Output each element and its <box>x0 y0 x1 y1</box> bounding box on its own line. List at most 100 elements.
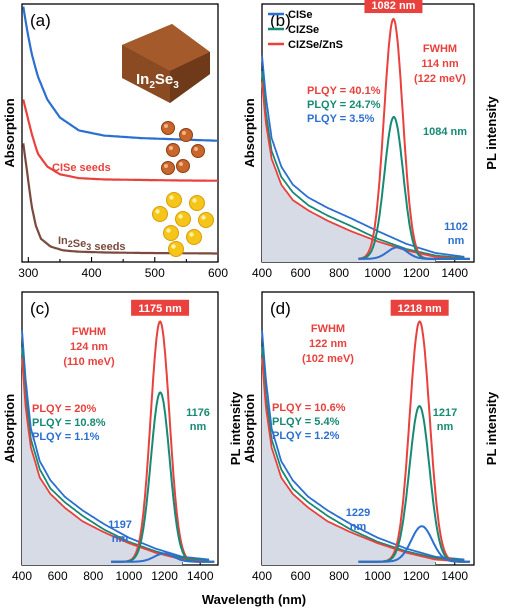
absorption-line <box>261 55 465 258</box>
panel-c: 400 600 800 1000 1200 1400 (c) Absorption PL int… <box>2 291 243 583</box>
pl-peak-line <box>358 405 470 563</box>
absorption-line <box>261 71 465 259</box>
fwhm-label: (102 meV) <box>302 353 354 365</box>
plqy-label: PLQY = 10.6% <box>272 402 346 414</box>
x-tick-label: 1000 <box>364 266 391 280</box>
x-tick-label: 600 <box>48 569 68 583</box>
seed-particle-brown <box>161 121 175 135</box>
seed-particle-yellow <box>189 195 205 211</box>
fwhm-label: FWHM <box>311 323 345 335</box>
seed-particle-brown <box>179 128 193 142</box>
x-tick-label: 1000 <box>116 569 143 583</box>
y-axis-label-left: Absorption <box>242 98 257 167</box>
plqy-label: PLQY = 40.1% <box>307 85 381 97</box>
pl-peak-line <box>358 320 470 563</box>
label-part: Se <box>73 238 86 250</box>
label-part: 2 <box>68 239 73 249</box>
y-axis-label-right: PL intensity <box>484 96 499 170</box>
panel-label: (c) <box>30 299 50 318</box>
peak-wavelength-box <box>364 0 423 14</box>
label-part: seeds <box>91 241 125 253</box>
peak-wavelength-box <box>390 299 449 316</box>
y-axis-label: Absorption <box>2 98 17 167</box>
y-axis-label-right: PL intensity <box>228 391 243 465</box>
seed-particle-yellow <box>175 211 191 227</box>
pl-peak-line <box>358 525 470 563</box>
particle-highlight <box>194 147 198 151</box>
plqy-label: PLQY = 3.5% <box>307 113 375 125</box>
x-tick-label: 600 <box>291 266 311 280</box>
label-part: In <box>136 71 149 88</box>
x-tick-label: 400 <box>252 569 272 583</box>
seed-particle-brown <box>191 144 205 158</box>
absorption-line <box>21 330 210 561</box>
peak-nm-label: nm <box>350 521 367 533</box>
x-tick-label: 1200 <box>403 266 430 280</box>
prism-label: In2Se3 <box>136 71 179 91</box>
x-tick-label: 600 <box>291 569 311 583</box>
seed-particle-brown <box>161 161 175 175</box>
seed-particle-yellow <box>168 241 184 257</box>
x-tick-label: 1400 <box>441 569 468 583</box>
peak-nm-label: nm <box>190 421 207 433</box>
absorption-fill <box>22 357 183 565</box>
x-tick-label: 500 <box>145 266 165 280</box>
pl-peak-line <box>111 552 215 563</box>
particle-highlight <box>182 131 186 135</box>
x-tick-label: 1200 <box>403 569 430 583</box>
x-tick-label: 300 <box>18 266 38 280</box>
peak-nm-label: nm <box>437 421 454 433</box>
peak-nm-label: nm <box>112 533 129 545</box>
fwhm-label: 122 nm <box>309 338 347 350</box>
peak-nm-label: nm <box>448 235 465 247</box>
seed-particle-brown <box>166 143 180 157</box>
x-tick-label: 1400 <box>441 266 468 280</box>
particle-highlight <box>179 162 183 166</box>
seed-particle-yellow <box>166 192 182 208</box>
particle-highlight <box>166 228 171 233</box>
particle-highlight <box>201 215 206 220</box>
peak-nm-label: 1197 <box>108 519 132 531</box>
fwhm-label: 114 nm <box>421 58 459 70</box>
x-tick-label: 600 <box>208 266 228 280</box>
fwhm-label: FWHM <box>72 326 106 338</box>
series-line <box>22 99 218 182</box>
panel-label: (a) <box>30 11 51 30</box>
label-part: 3 <box>173 80 179 91</box>
absorption-line <box>21 346 210 562</box>
y-axis-label-right: PL intensity <box>484 391 499 465</box>
series-line <box>22 143 218 255</box>
absorption-line <box>261 330 465 561</box>
absorption-fill <box>262 357 436 565</box>
x-tick-label: 400 <box>12 569 32 583</box>
absorption-line <box>261 346 465 562</box>
particle-highlight <box>155 209 160 214</box>
absorption-line <box>261 81 465 260</box>
absorption-line <box>261 357 465 563</box>
plqy-label: PLQY = 20% <box>32 403 97 415</box>
particle-highlight <box>171 244 176 249</box>
panel-b: 400 600 800 1000 1200 1400 (b) Absorption PL int… <box>242 0 499 280</box>
label-part: In <box>58 235 68 247</box>
particle-highlight <box>164 164 168 168</box>
plqy-label: PLQY = 24.7% <box>307 99 381 111</box>
x-tick-label: 1200 <box>151 569 178 583</box>
peak-wavelength-label: 1082 nm <box>371 0 415 12</box>
x-tick-label: 800 <box>329 569 349 583</box>
in2se3-prism-illustration: In2Se3 <box>122 24 210 103</box>
plqy-label: PLQY = 1.1% <box>32 431 100 443</box>
peak-nm-label: 1176 <box>186 407 210 419</box>
peak-wavelength-label: 1218 nm <box>398 303 442 315</box>
in2se3-seeds-label: In2Se3 seeds <box>58 235 126 253</box>
label-part: Se <box>155 71 173 88</box>
plqy-label: PLQY = 5.4% <box>272 416 340 428</box>
particle-highlight <box>164 124 168 128</box>
x-tick-label: 400 <box>252 266 272 280</box>
peak-nm-label: 1217 <box>433 407 457 419</box>
fwhm-label: FWHM <box>423 43 457 55</box>
fwhm-label: (122 meV) <box>414 73 466 85</box>
seed-particle-yellow <box>152 206 168 222</box>
particle-highlight <box>192 198 197 203</box>
